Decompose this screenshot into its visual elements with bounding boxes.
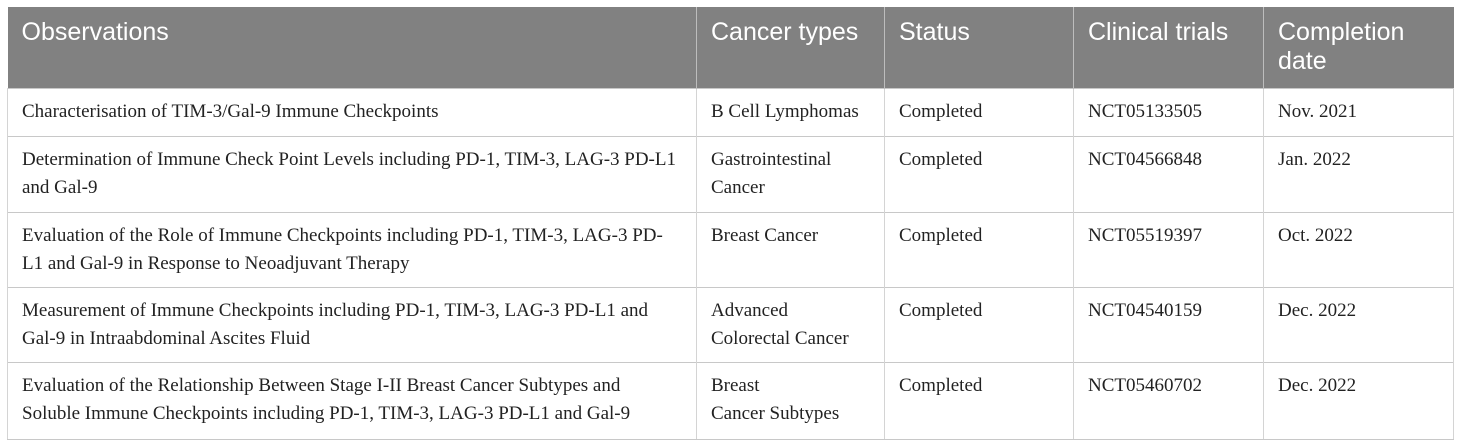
cell-completion-date: Oct. 2022 <box>1263 211 1454 287</box>
cell-clinical-trial: NCT04540159 <box>1073 286 1264 362</box>
header-completion-date-line1: Completion <box>1278 18 1405 46</box>
cell-cancer-types: Breast Cancer Subtypes <box>696 361 885 440</box>
table-row: Determination of Immune Check Point Leve… <box>7 135 1454 212</box>
cell-completion-date: Dec. 2022 <box>1263 361 1454 440</box>
cancer-type-line1: Breast <box>711 374 760 396</box>
table-row: Evaluation of the Role of Immune Checkpo… <box>7 211 1454 287</box>
cell-status: Completed <box>884 135 1074 212</box>
cell-status: Completed <box>884 286 1074 362</box>
cell-observations: Characterisation of TIM-3/Gal-9 Immune C… <box>7 87 697 136</box>
cancer-type-line1: Breast Cancer <box>711 224 819 246</box>
cell-cancer-types: Advanced Colorectal Cancer <box>696 286 885 362</box>
clinical-trials-table-container: Observations Cancer types Status Clinica… <box>7 7 1454 440</box>
cell-observations: Evaluation of the Relationship Between S… <box>7 361 697 440</box>
header-completion-date: Completion date <box>1263 7 1454 88</box>
header-completion-date-line2: date <box>1278 47 1327 75</box>
table-header-row: Observations Cancer types Status Clinica… <box>7 7 1454 88</box>
cell-observations: Determination of Immune Check Point Leve… <box>7 135 697 212</box>
header-observations: Observations <box>7 7 697 88</box>
cell-completion-date: Jan. 2022 <box>1263 135 1454 212</box>
table-row: Evaluation of the Relationship Between S… <box>7 361 1454 440</box>
cell-clinical-trial: NCT05133505 <box>1073 87 1264 136</box>
cell-observations: Evaluation of the Role of Immune Checkpo… <box>7 211 697 287</box>
clinical-trials-table: Observations Cancer types Status Clinica… <box>7 7 1454 440</box>
cell-status: Completed <box>884 87 1074 136</box>
cell-cancer-types: B Cell Lymphomas <box>696 87 885 136</box>
header-clinical-trials: Clinical trials <box>1073 7 1264 88</box>
cell-observations: Measurement of Immune Checkpoints includ… <box>7 286 697 362</box>
cell-cancer-types: Gastrointestinal Cancer <box>696 135 885 212</box>
cell-completion-date: Dec. 2022 <box>1263 286 1454 362</box>
table-row: Characterisation of TIM-3/Gal-9 Immune C… <box>7 87 1454 136</box>
cell-clinical-trial: NCT04566848 <box>1073 135 1264 212</box>
cancer-type-line2: Cancer Subtypes <box>711 402 840 424</box>
cancer-type-line2: Colorectal Cancer <box>711 327 849 349</box>
table-row: Measurement of Immune Checkpoints includ… <box>7 286 1454 362</box>
cancer-type-line1: Gastrointestinal <box>711 148 832 170</box>
cell-status: Completed <box>884 211 1074 287</box>
header-cancer-types: Cancer types <box>696 7 885 88</box>
cancer-type-line2: Cancer <box>711 176 765 198</box>
cancer-type-line1: B Cell Lymphomas <box>711 100 859 122</box>
cell-cancer-types: Breast Cancer <box>696 211 885 287</box>
cell-clinical-trial: NCT05519397 <box>1073 211 1264 287</box>
cell-completion-date: Nov. 2021 <box>1263 87 1454 136</box>
cell-status: Completed <box>884 361 1074 440</box>
cell-clinical-trial: NCT05460702 <box>1073 361 1264 440</box>
cancer-type-line1: Advanced <box>711 299 789 321</box>
header-status: Status <box>884 7 1074 88</box>
